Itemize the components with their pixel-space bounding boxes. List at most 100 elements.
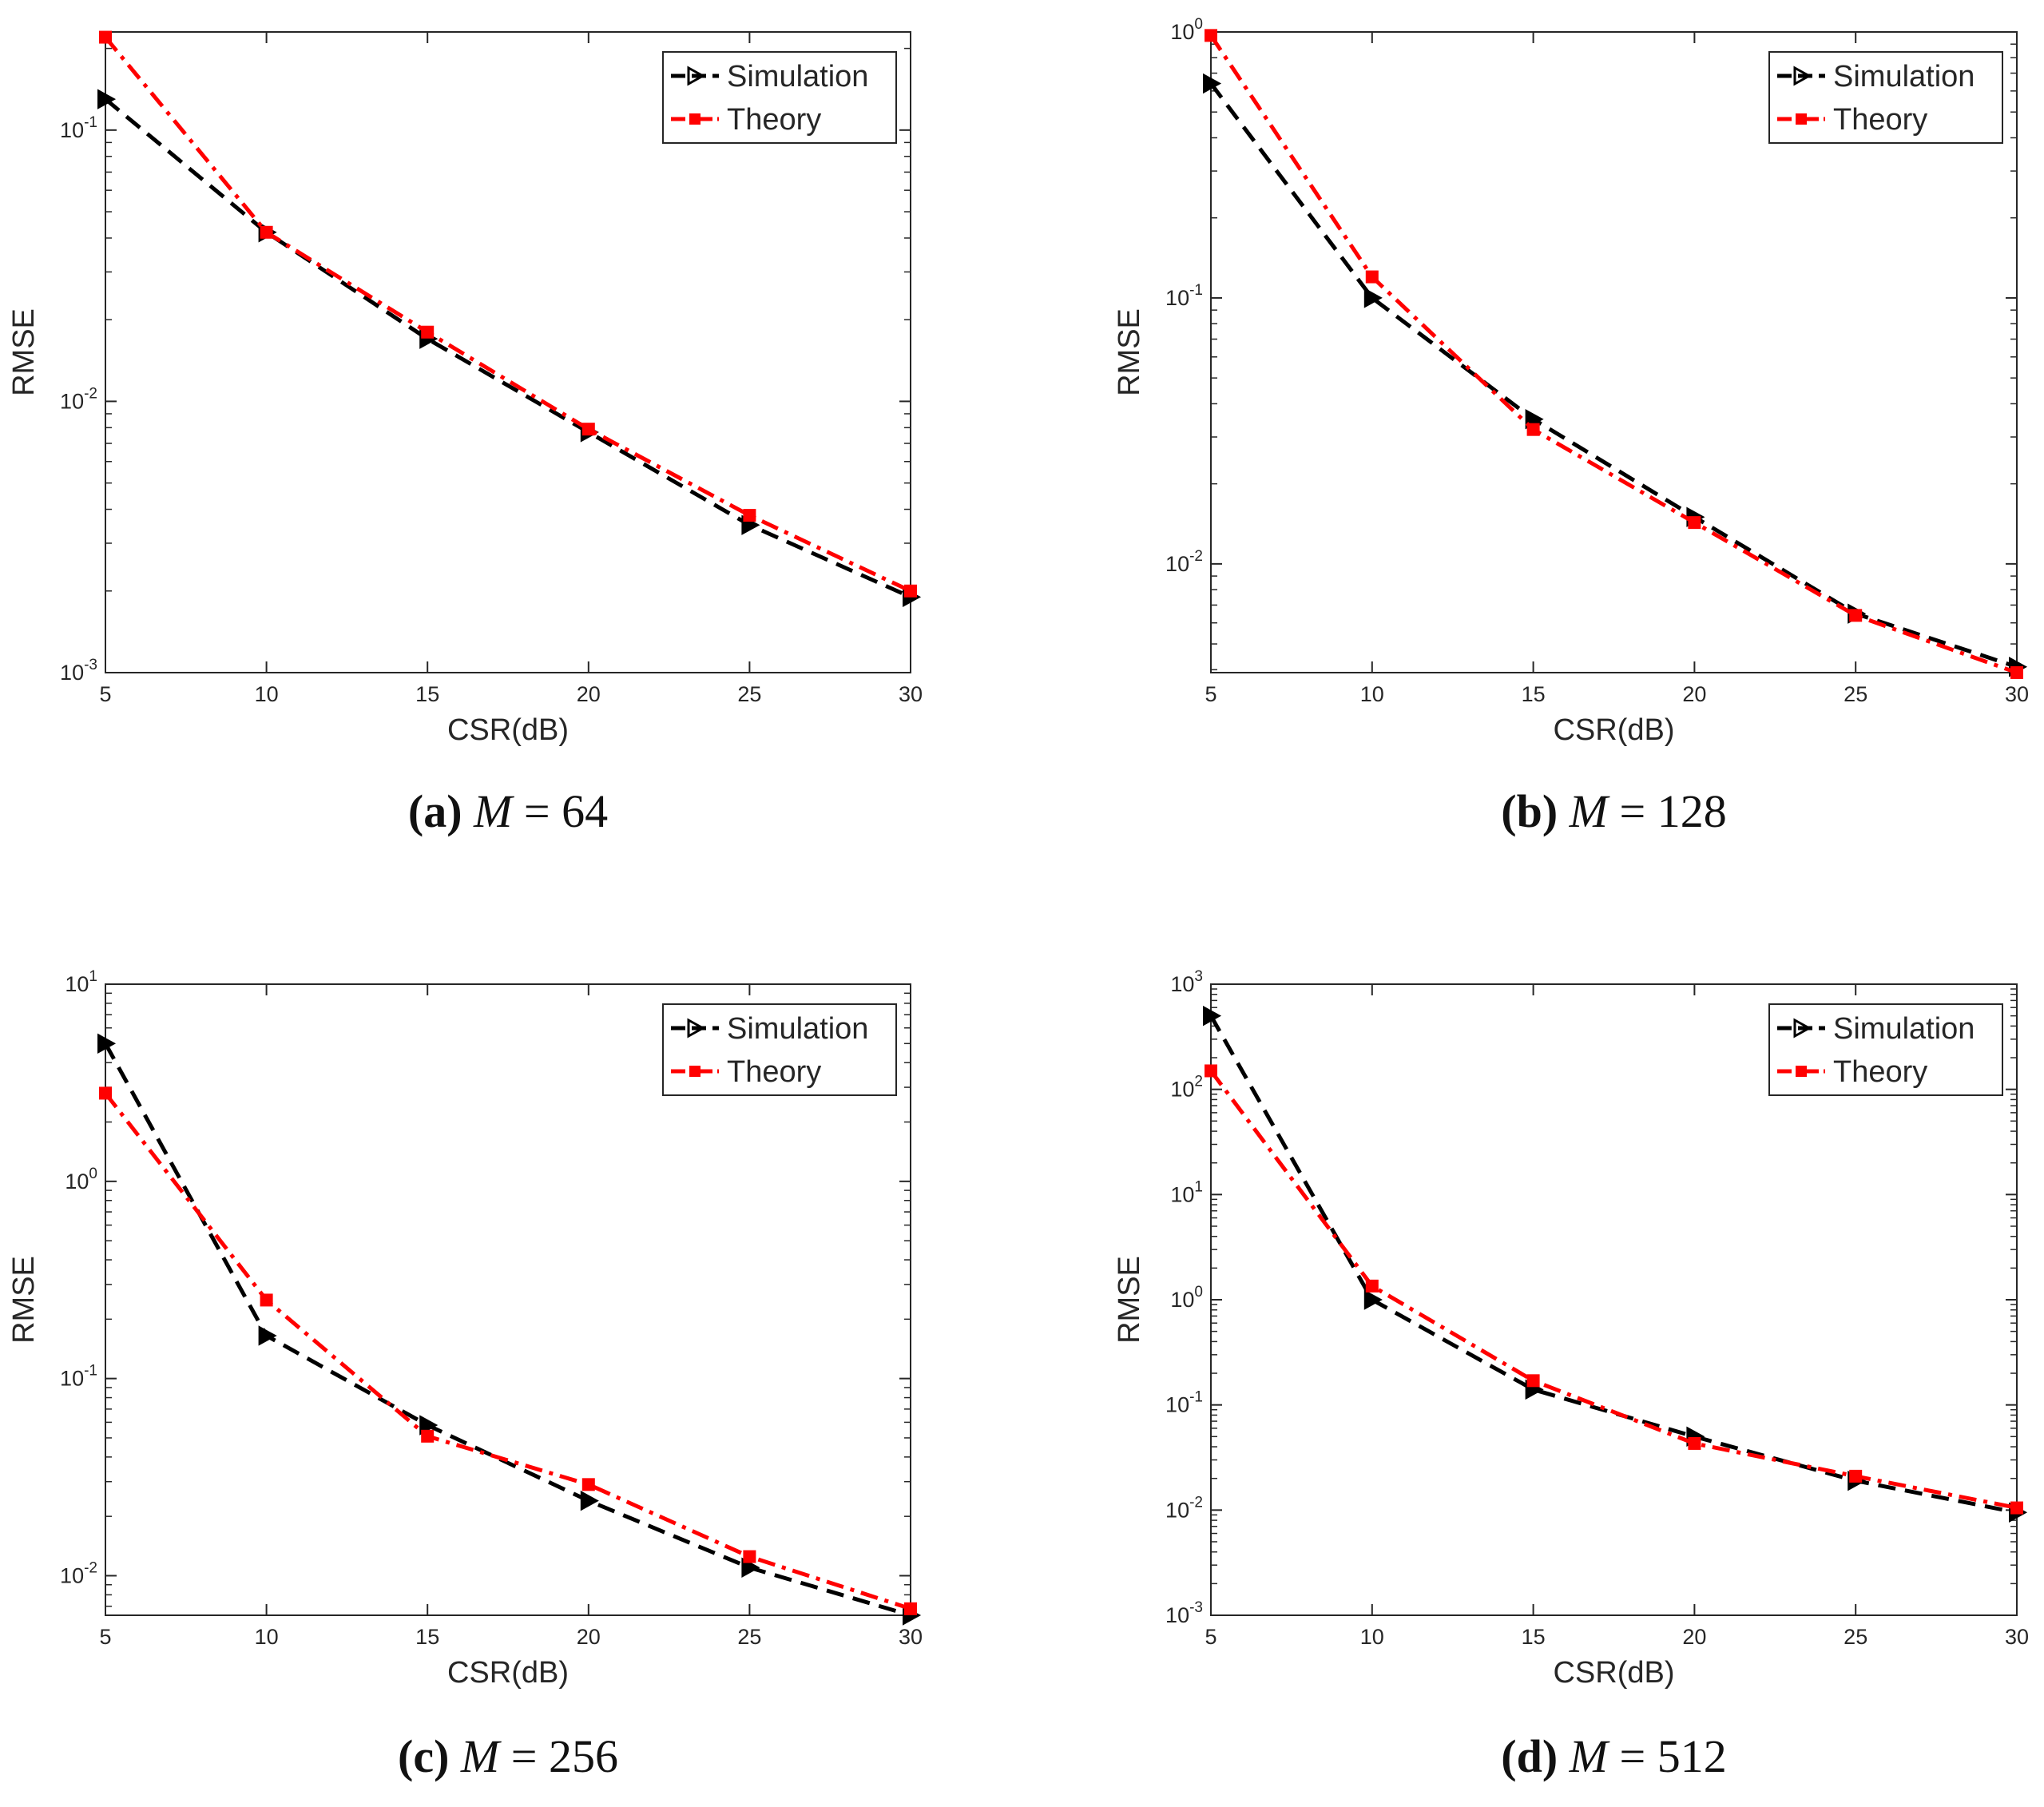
y-axis-label: RMSE [1113,308,1146,396]
theory-point [1205,29,1217,42]
legend-box [1768,1003,2003,1096]
x-tick-label: 5 [99,682,111,706]
y-tick-label: 102 [1170,1074,1203,1102]
theory-point [1365,270,1379,284]
legend-label-simulation: Simulation [727,1012,868,1046]
y-tick-label: 100 [1170,16,1203,44]
theory-point [581,1478,595,1491]
chart-panel-b: 5 10 15 20 25 30 100 10-1 10-2 CSR(dB) RMSE Simulat… [1113,16,2029,837]
x-axis-label: CSR(dB) [1553,1656,1674,1690]
x-tick-label: 10 [1360,1625,1384,1649]
panel-caption: (d) M = 512 [1501,1730,1726,1782]
y-tick-label: 10-2 [60,1559,97,1587]
x-tick-label: 30 [2005,682,2029,706]
x-tick-label: 15 [415,1625,439,1649]
series-line-simulation [104,97,912,599]
x-tick-label: 10 [255,1625,279,1649]
x-tick-label: 5 [1205,682,1216,706]
legend-box [662,51,897,144]
x-tick-label: 30 [899,682,923,706]
theory-point [581,423,595,436]
x-tick-label: 25 [1844,1625,1867,1649]
y-tick-label: 10-1 [1165,282,1203,310]
legend-box [1768,51,2003,144]
y-tick-label: 10-1 [1165,1389,1203,1417]
panel-caption: (b) M = 128 [1501,785,1726,837]
theory-point [743,1550,756,1563]
x-tick-label: 25 [737,1625,761,1649]
y-tick-label: 10-2 [1165,548,1203,576]
x-tick-label: 15 [415,682,439,706]
theory-point [1526,1374,1540,1388]
legend-marker-simulation [687,1018,706,1039]
x-axis-label: CSR(dB) [447,1656,569,1690]
theory-point [99,1086,112,1100]
y-tick-label: 10-3 [60,657,97,685]
series-line-theory [1209,34,2018,675]
y-tick-label: 100 [1170,1284,1203,1312]
theory-point [743,509,756,522]
x-tick-label: 30 [899,1625,923,1649]
legend-label-theory: Theory [727,1055,821,1089]
theory-point [1849,609,1863,622]
theory-point [1849,1469,1863,1483]
x-tick-label: 10 [255,682,279,706]
legend-marker-theory [689,1066,701,1077]
x-tick-label: 15 [1522,1625,1546,1649]
x-tick-label: 25 [1844,682,1867,706]
y-tick-label: 10-1 [60,114,97,142]
y-axis-label: RMSE [7,308,41,396]
x-tick-label: 25 [737,682,761,706]
y-tick-label: 100 [65,1166,97,1193]
y-tick-label: 101 [1170,1178,1203,1206]
theory-point [260,225,273,239]
y-axis-label: RMSE [1113,1256,1146,1344]
chart-panel-d: 5 10 15 20 25 30 103 102 101 100 10-1 10-2 10-3 CSR(d… [1113,968,2029,1782]
theory-point [1205,1064,1217,1078]
theory-point [904,584,917,598]
legend-label-simulation: Simulation [1833,1012,1975,1046]
simulation-point [419,1415,439,1436]
x-tick-label: 15 [1522,682,1546,706]
legend-marker-simulation [1793,66,1812,86]
x-tick-label: 20 [1682,1625,1706,1649]
simulation-point [1203,1005,1222,1027]
theory-point [1688,516,1701,530]
x-tick-label: 5 [1205,1625,1216,1649]
x-tick-label: 20 [577,1625,601,1649]
legend-label-simulation: Simulation [727,60,868,93]
y-axis-label: RMSE [7,1256,41,1344]
series-line-theory [104,1091,911,1611]
legend-marker-theory [689,113,701,125]
legend-marker-theory [1796,113,1807,125]
chart-panel-a: 5 10 15 20 25 30 10-1 10-2 10-3 CSR(dB) RMSE Simula… [7,30,923,837]
legend-label-theory: Theory [1833,103,1927,137]
x-tick-label: 5 [99,1625,111,1649]
x-tick-label: 30 [2005,1625,2029,1649]
series-line-theory [1209,1070,2018,1510]
y-tick-label: 101 [65,968,97,996]
y-tick-label: 103 [1170,968,1203,996]
simulation-point [1363,288,1383,308]
x-axis-label: CSR(dB) [1553,713,1674,747]
simulation-point [580,1490,599,1511]
legend-box [662,1003,897,1096]
y-tick-label: 10-1 [60,1363,97,1391]
theory-point [2010,666,2023,679]
x-tick-label: 20 [577,682,601,706]
simulation-point [97,89,117,109]
simulation-point [1363,1289,1383,1310]
y-tick-label: 10-3 [1165,1599,1203,1627]
simulation-point [97,1033,117,1054]
legend-marker-simulation [1793,1018,1812,1039]
theory-point [1526,423,1540,436]
simulation-point [1203,73,1222,94]
x-axis-label: CSR(dB) [447,713,569,747]
legend-label-simulation: Simulation [1833,60,1975,93]
y-tick-label: 10-2 [60,385,97,413]
theory-point [260,1293,273,1307]
chart-panel-c: 5 10 15 20 25 30 101 100 10-1 10-2 CSR(dB) RMSE Simu… [7,968,923,1782]
simulation-point [741,1557,760,1578]
theory-point [99,30,112,44]
